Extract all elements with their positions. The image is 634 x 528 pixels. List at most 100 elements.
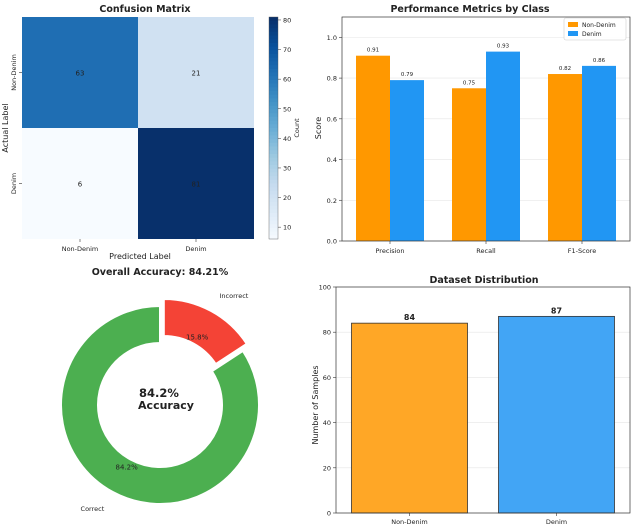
colorbar-segment [269, 161, 278, 166]
colorbar-segment [269, 176, 278, 181]
colorbar-segment [269, 150, 278, 155]
colorbar-tick-label: 70 [283, 46, 291, 54]
metrics-legend-label: Denim [582, 31, 602, 38]
metrics-bar [582, 65, 616, 241]
confusion-cell [138, 128, 254, 239]
colorbar-segment [269, 128, 278, 133]
distribution-ytick-label: 80 [323, 329, 331, 337]
metrics-xtick-label: F1-Score [568, 247, 596, 255]
metrics-bar [452, 88, 486, 241]
colorbar-tick-label: 40 [283, 135, 291, 143]
colorbar-frame [268, 16, 279, 240]
metrics-xtick-label: Recall [476, 247, 496, 255]
colorbar-segment [269, 68, 278, 74]
confusion-ytick-label: Denim [10, 173, 18, 194]
metrics-ytick-label: 0.6 [327, 115, 337, 123]
donut-pct-label: 84.2% [116, 464, 139, 472]
colorbar-tick-label: 20 [283, 194, 291, 202]
colorbar-segment [269, 131, 278, 136]
metrics-legend-swatch [568, 22, 578, 27]
metrics-data-label: 0.75 [463, 80, 476, 86]
distribution-ytick-label: 60 [323, 374, 331, 382]
colorbar-segment [269, 116, 278, 122]
colorbar-tick-label: 10 [283, 224, 291, 232]
colorbar-segment [269, 31, 278, 37]
colorbar-segment [269, 165, 278, 170]
colorbar-tick-label: 80 [283, 16, 291, 24]
colorbar-segment [269, 79, 278, 85]
metrics-ytick-label: 0.8 [327, 75, 337, 83]
donut-slice [60, 304, 260, 505]
confusion-matrix-xlabel: Predicted Label [109, 252, 171, 261]
colorbar-segment [269, 57, 278, 62]
colorbar-segment [269, 113, 278, 118]
colorbar-segment [269, 172, 278, 177]
metrics-ytick-label: 0.2 [327, 197, 337, 205]
performance-metrics-panel: Performance Metrics by Class 0.0 0.2 0.4 0.… [314, 4, 631, 255]
colorbar-segment [269, 190, 278, 196]
colorbar-segment [269, 139, 278, 144]
colorbar-tick-label: 60 [283, 76, 291, 84]
metrics-ytick-label: 0.0 [327, 238, 337, 246]
colorbar-segment [269, 142, 278, 148]
donut-slice [162, 297, 249, 366]
metrics-bar [356, 55, 390, 241]
colorbar-segment [269, 61, 278, 66]
confusion-cell-value: 21 [192, 70, 201, 78]
colorbar-segment [269, 179, 278, 185]
colorbar-segment [269, 124, 278, 129]
metrics-ytick-label: 0.4 [327, 156, 337, 164]
performance-metrics-title: Performance Metrics by Class [390, 4, 549, 15]
colorbar-segment [269, 220, 278, 225]
metrics-bar [390, 80, 424, 241]
confusion-cell-value: 6 [78, 181, 83, 189]
metrics-legend-box [563, 17, 627, 41]
colorbar-segment [269, 224, 278, 229]
colorbar-segment [269, 153, 278, 159]
colorbar-segment [269, 24, 278, 29]
distribution-ytick-label: 20 [323, 464, 331, 472]
colorbar-segment [269, 157, 278, 162]
colorbar-segment [269, 20, 278, 25]
metrics-data-label: 0.91 [367, 48, 379, 54]
distribution-bar [498, 315, 615, 514]
donut-slice-label: Incorrect [220, 292, 249, 300]
colorbar-segment [269, 87, 278, 92]
dataset-distribution-ylabel: Number of Samples [311, 365, 320, 444]
colorbar-tick-label: 50 [283, 105, 291, 113]
colorbar-segment [269, 102, 278, 107]
colorbar-segment [269, 209, 278, 214]
distribution-xtick-label: Denim [546, 518, 567, 526]
metrics-ytick-label: 1.0 [327, 34, 337, 42]
colorbar-segment [269, 46, 278, 51]
colorbar-segment [269, 39, 278, 44]
metrics-data-label: 0.93 [497, 44, 510, 50]
colorbar-segment [269, 98, 278, 103]
metrics-bar [486, 51, 520, 242]
colorbar-segment [269, 76, 278, 81]
metrics-xtick-label: Precision [375, 247, 404, 255]
distribution-axes-frame [335, 286, 631, 514]
colorbar-segment [269, 83, 278, 88]
confusion-cell-value: 63 [76, 70, 85, 78]
distribution-value-label: 84 [404, 313, 416, 322]
colorbar-segment [269, 105, 278, 111]
metrics-data-label: 0.86 [593, 58, 606, 64]
confusion-cell [22, 128, 138, 239]
confusion-xtick-label: Non-Denim [62, 245, 99, 253]
confusion-ytick-label: Non-Denim [10, 54, 18, 91]
colorbar-segment [269, 109, 278, 114]
distribution-ytick-label: 100 [319, 284, 331, 292]
colorbar-segment [269, 50, 278, 55]
colorbar-segment [269, 205, 278, 210]
metrics-legend-swatch [568, 31, 578, 36]
confusion-matrix-ylabel: Actual Label [1, 103, 10, 152]
colorbar-segment [269, 54, 278, 59]
performance-metrics-ylabel: Score [314, 117, 323, 139]
colorbar-segment [269, 65, 278, 70]
colorbar-tick-label: 30 [283, 164, 291, 172]
colorbar-segment [269, 194, 278, 199]
metrics-data-label: 0.79 [401, 72, 414, 78]
confusion-cell [22, 17, 138, 128]
distribution-ytick-label: 0 [327, 510, 331, 518]
